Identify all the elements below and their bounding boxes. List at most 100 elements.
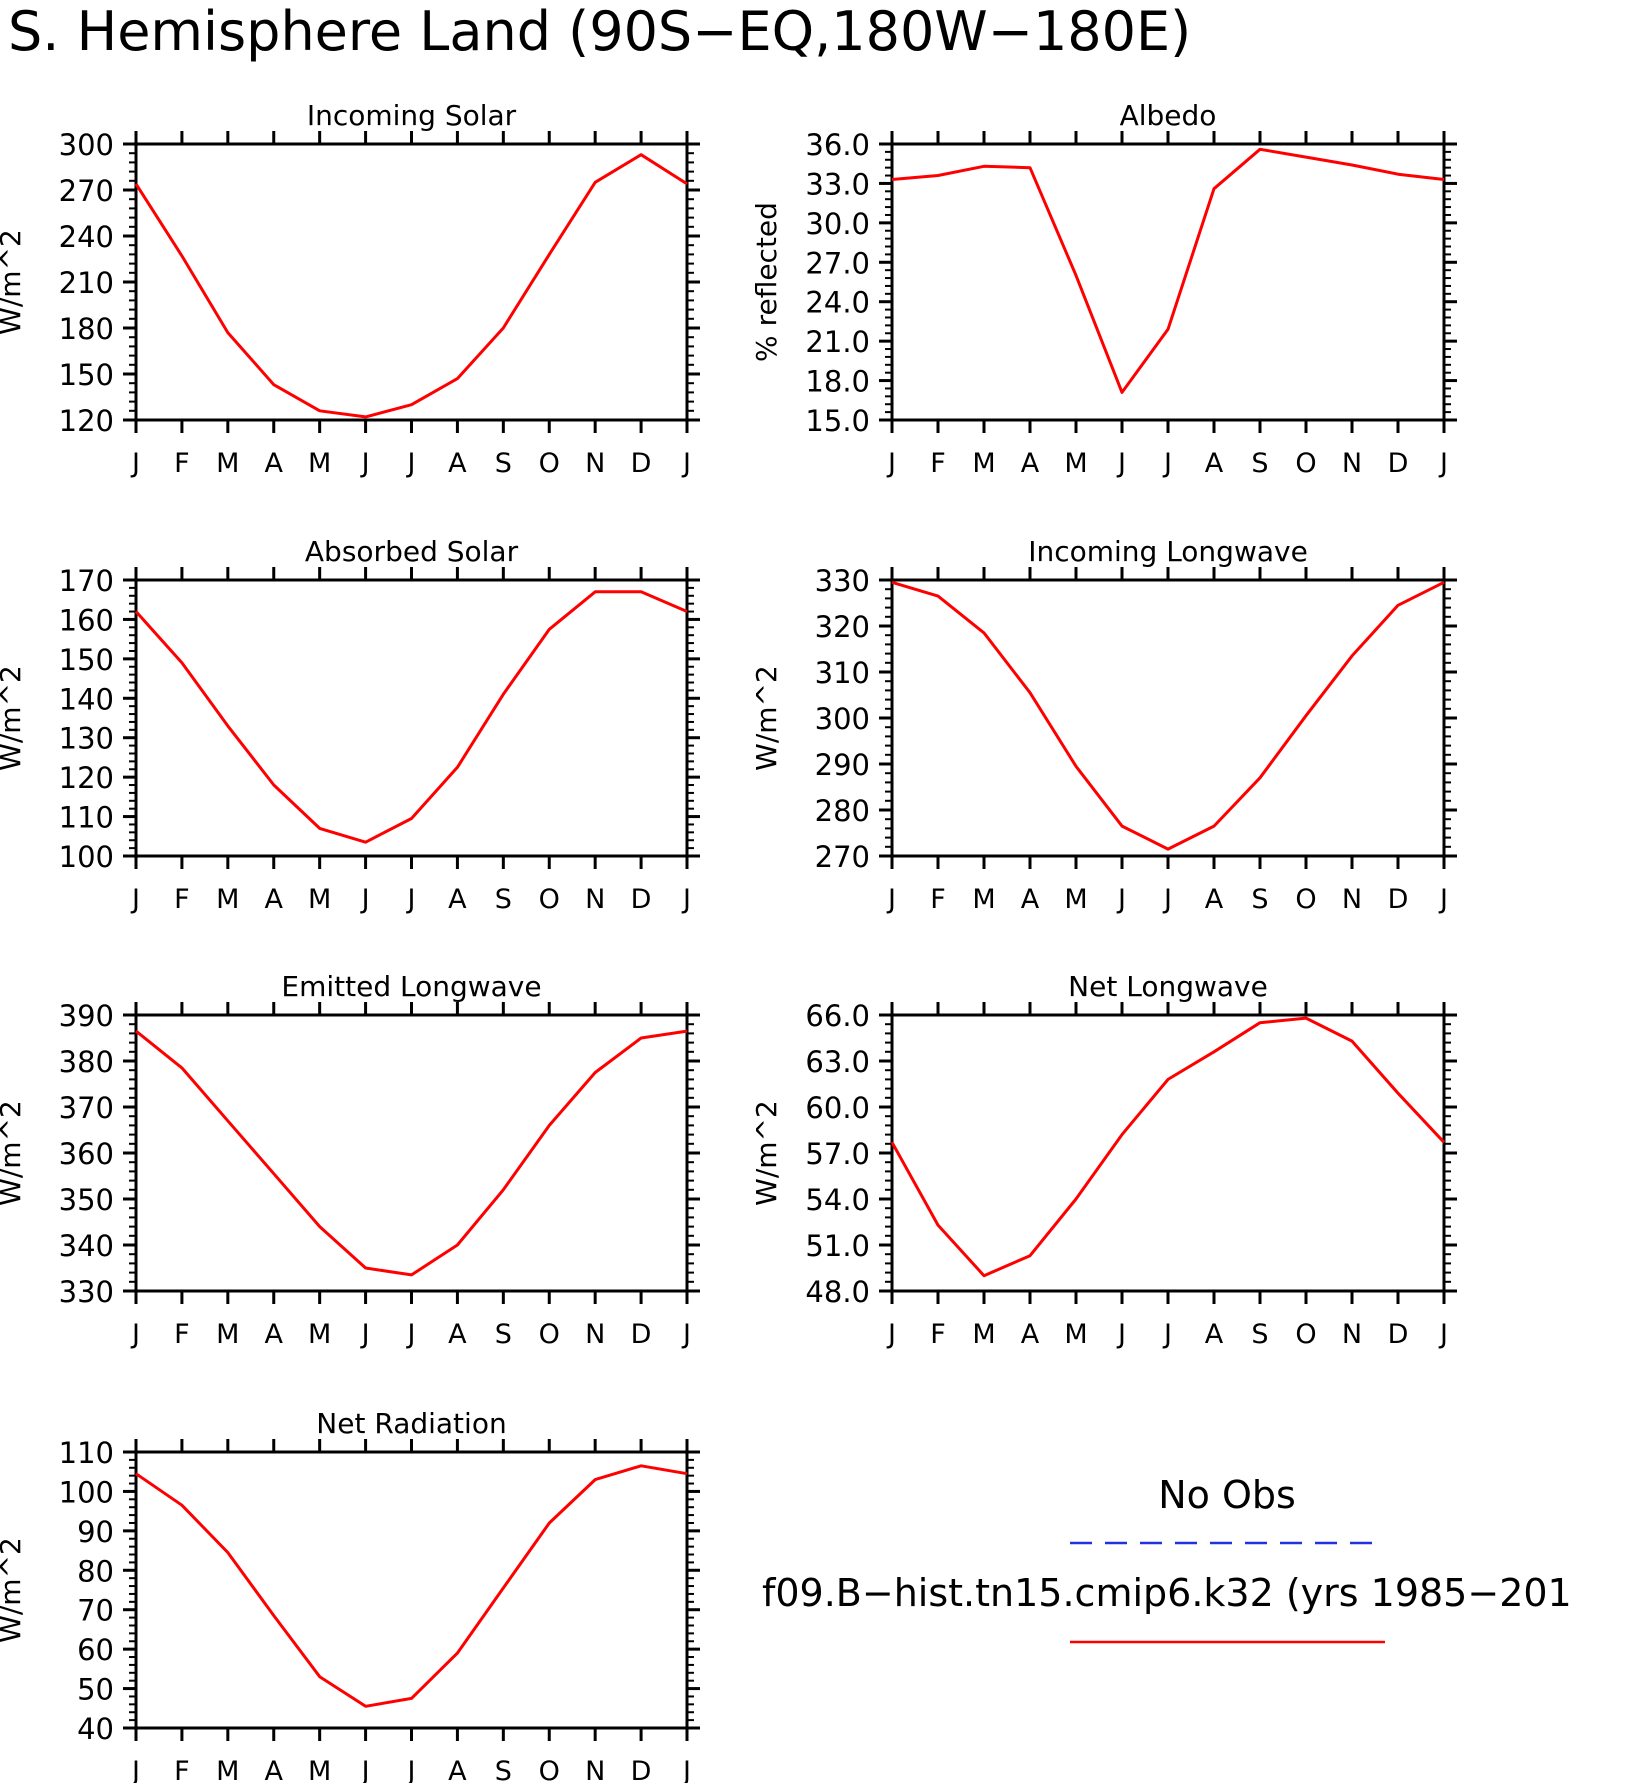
series-line bbox=[891, 147, 1445, 394]
x-tick-label: J bbox=[360, 1756, 370, 1783]
page-title: S. Hemisphere Land (90S−EQ,180W−180E) bbox=[8, 0, 1191, 63]
plot-frame bbox=[890, 578, 1446, 858]
x-tick-label: S bbox=[495, 448, 512, 479]
x-tick-label: J bbox=[130, 884, 140, 915]
y-tick-label: 30.0 bbox=[805, 207, 870, 241]
y-tick-label: 130 bbox=[59, 722, 114, 756]
x-tick-label: A bbox=[1205, 1319, 1224, 1350]
y-tick-label: 66.0 bbox=[805, 999, 870, 1033]
series-line bbox=[891, 580, 1445, 851]
y-tick-label: 33.0 bbox=[805, 167, 870, 201]
y-tick-label: 320 bbox=[815, 610, 870, 644]
x-tick-label: S bbox=[495, 1319, 512, 1350]
y-tick-label: 63.0 bbox=[805, 1045, 870, 1079]
y-tick-label: 300 bbox=[815, 702, 870, 736]
plot-frame bbox=[134, 142, 689, 422]
x-tick-label: J bbox=[1162, 884, 1172, 915]
x-tick-label: A bbox=[265, 884, 284, 915]
y-tick-label: 57.0 bbox=[805, 1137, 870, 1171]
x-tick-label: S bbox=[495, 884, 512, 915]
plot-frame bbox=[134, 1013, 689, 1293]
x-tick-label: O bbox=[539, 1319, 560, 1350]
x-tick-label: S bbox=[1251, 1319, 1268, 1350]
chart-title: Albedo bbox=[1120, 99, 1217, 132]
y-tick-label: 160 bbox=[59, 603, 114, 637]
y-tick-label: 290 bbox=[815, 748, 870, 782]
y-tick-label: 70 bbox=[77, 1594, 114, 1628]
y-tick-label: 370 bbox=[59, 1091, 114, 1125]
chart-title: Net Radiation bbox=[316, 1407, 506, 1440]
y-tick-label: 48.0 bbox=[805, 1275, 870, 1309]
x-tick-label: M bbox=[972, 884, 995, 915]
x-tick-label: M bbox=[972, 1319, 995, 1350]
x-tick-label: J bbox=[1116, 448, 1126, 479]
x-tick-label: J bbox=[1438, 884, 1448, 915]
x-tick-label: J bbox=[406, 448, 416, 479]
series-line bbox=[135, 1464, 688, 1708]
x-tick-label: J bbox=[130, 1319, 140, 1350]
y-tick-label: 340 bbox=[59, 1229, 114, 1263]
y-tick-label: 110 bbox=[59, 1436, 114, 1470]
x-tick-label: A bbox=[1205, 884, 1224, 915]
chart-title: Absorbed Solar bbox=[305, 535, 519, 568]
x-tick-label: M bbox=[308, 1756, 331, 1783]
x-tick-label: J bbox=[406, 884, 416, 915]
y-tick-label: 120 bbox=[59, 404, 114, 438]
y-axis-label: W/m^2 bbox=[0, 665, 27, 771]
x-tick-label: D bbox=[1388, 448, 1409, 479]
y-tick-label: 140 bbox=[59, 682, 114, 716]
x-tick-label: N bbox=[585, 448, 605, 479]
x-tick-label: J bbox=[130, 1756, 140, 1783]
y-axis-label: W/m^2 bbox=[750, 1100, 783, 1206]
x-tick-label: M bbox=[216, 1319, 239, 1350]
x-tick-label: A bbox=[448, 1756, 467, 1783]
x-tick-label: O bbox=[1295, 448, 1316, 479]
y-tick-label: 240 bbox=[59, 220, 114, 254]
x-tick-label: S bbox=[1251, 448, 1268, 479]
legend: No Obs f09.B−hist.tn15.cmip6.k32 (yrs 19… bbox=[762, 1473, 1572, 1644]
x-tick-label: D bbox=[631, 448, 652, 479]
x-tick-label: N bbox=[1342, 448, 1362, 479]
x-tick-label: D bbox=[631, 1756, 652, 1783]
x-tick-label: M bbox=[308, 448, 331, 479]
x-tick-label: D bbox=[631, 884, 652, 915]
x-tick-label: O bbox=[539, 448, 560, 479]
chart-title: Emitted Longwave bbox=[281, 970, 541, 1003]
y-tick-label: 210 bbox=[59, 266, 114, 300]
y-tick-label: 90 bbox=[77, 1515, 114, 1549]
x-tick-label: D bbox=[631, 1319, 652, 1350]
y-tick-label: 330 bbox=[59, 1275, 114, 1309]
x-tick-label: M bbox=[216, 1756, 239, 1783]
plot-frame bbox=[890, 1013, 1446, 1293]
plot-frame bbox=[134, 1450, 689, 1730]
x-tick-label: J bbox=[1438, 1319, 1448, 1350]
x-tick-label: A bbox=[1021, 884, 1040, 915]
y-tick-label: 150 bbox=[59, 643, 114, 677]
chart-title: Incoming Solar bbox=[307, 99, 517, 132]
x-tick-label: J bbox=[1162, 1319, 1172, 1350]
x-tick-label: M bbox=[308, 1319, 331, 1350]
y-tick-label: 300 bbox=[59, 128, 114, 162]
y-tick-label: 50 bbox=[77, 1673, 114, 1707]
x-tick-label: O bbox=[539, 1756, 560, 1783]
x-tick-label: M bbox=[1064, 448, 1087, 479]
x-tick-label: A bbox=[448, 884, 467, 915]
x-tick-label: A bbox=[1205, 448, 1224, 479]
y-tick-label: 60.0 bbox=[805, 1091, 870, 1125]
x-tick-label: M bbox=[216, 884, 239, 915]
y-axis-label: W/m^2 bbox=[0, 1100, 27, 1206]
x-tick-label: A bbox=[265, 448, 284, 479]
x-tick-label: N bbox=[585, 1756, 605, 1783]
chart-title: Net Longwave bbox=[1068, 970, 1268, 1003]
y-tick-label: 51.0 bbox=[805, 1229, 870, 1263]
x-tick-label: J bbox=[1438, 448, 1448, 479]
y-tick-label: 360 bbox=[59, 1137, 114, 1171]
y-tick-label: 60 bbox=[77, 1633, 114, 1667]
x-tick-label: M bbox=[972, 448, 995, 479]
x-tick-label: M bbox=[308, 884, 331, 915]
x-tick-label: M bbox=[1064, 1319, 1087, 1350]
y-tick-label: 100 bbox=[59, 840, 114, 874]
